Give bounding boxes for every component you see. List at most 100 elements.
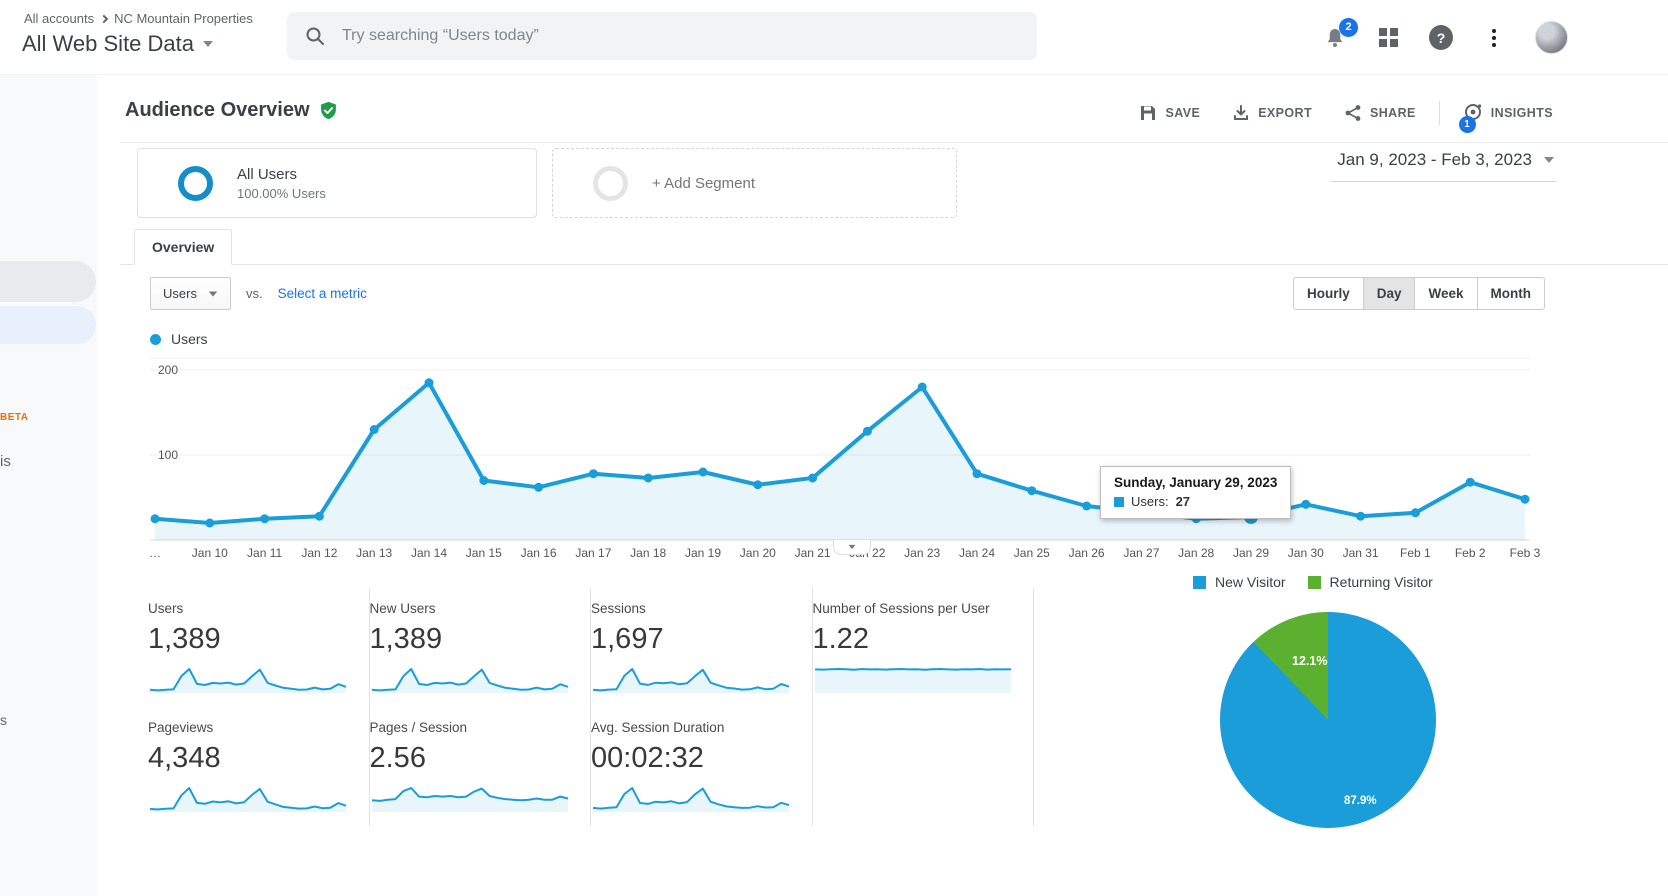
kebab-menu-icon: [1492, 28, 1496, 47]
svg-text:Jan 13: Jan 13: [356, 546, 392, 560]
date-range-text: Jan 9, 2023 - Feb 3, 2023: [1337, 150, 1532, 169]
metric-select[interactable]: Users: [150, 277, 231, 310]
chevron-down-icon: [1544, 157, 1554, 163]
search-icon: [306, 27, 324, 45]
svg-text:Jan 14: Jan 14: [411, 546, 447, 560]
view-name: All Web Site Data: [22, 31, 195, 56]
svg-text:Jan 30: Jan 30: [1288, 546, 1324, 560]
granularity-day-button[interactable]: Day: [1362, 278, 1415, 309]
sidebar-item-fragment[interactable]: is: [0, 453, 11, 470]
legend-returning-visitor[interactable]: Returning Visitor: [1307, 574, 1433, 590]
breadcrumb-account[interactable]: All accounts: [24, 11, 95, 26]
help-button[interactable]: ?: [1429, 25, 1453, 50]
pie-legend: New Visitor Returning Visitor: [1193, 574, 1433, 590]
metric-card-empty: [813, 707, 1034, 826]
sparkline: [592, 668, 790, 693]
chevron-down-icon: [203, 41, 214, 47]
sidebar-item-fragment[interactable]: s: [0, 712, 7, 728]
view-selector[interactable]: All Web Site Data: [22, 31, 214, 57]
metric-card-new-users[interactable]: New Users 1,389: [370, 588, 591, 707]
vs-label: vs.: [245, 286, 263, 301]
tooltip-value: 27: [1175, 494, 1191, 509]
svg-text:Feb 2: Feb 2: [1455, 546, 1486, 560]
sparkline: [371, 787, 568, 812]
pie-slice-label-returning: 12.1%: [1292, 654, 1328, 668]
search-input[interactable]: [340, 26, 1019, 46]
report-actions: SAVE EXPORT SHARE 1: [1130, 101, 1562, 133]
svg-text:Jan 25: Jan 25: [1014, 546, 1050, 560]
metric-card-pageviews[interactable]: Pageviews 4,348: [148, 707, 370, 826]
series-dot-icon: [150, 333, 161, 345]
chevron-down-icon: [848, 544, 856, 550]
tab-overview[interactable]: Overview: [134, 229, 233, 265]
metric-card-users[interactable]: Users 1,389: [148, 588, 370, 707]
series-label: Users: [171, 331, 208, 347]
select-metric-link[interactable]: Select a metric: [277, 286, 367, 301]
svg-text:Jan 21: Jan 21: [795, 546, 831, 560]
segment-title: All Users: [237, 165, 298, 183]
share-button[interactable]: SHARE: [1335, 104, 1425, 122]
svg-text:Feb 3: Feb 3: [1510, 546, 1541, 560]
tooltip-series-label: Users:: [1131, 494, 1169, 509]
svg-text:Jan 31: Jan 31: [1343, 546, 1379, 560]
users-line-chart[interactable]: 100 200 … Jan 10 Jan 11 Jan 12 Jan 13 Jan 14 Jan…: [120, 350, 1548, 570]
apps-grid-icon: [1378, 28, 1398, 47]
sidebar-item-pill-active[interactable]: [0, 306, 96, 344]
add-segment-button[interactable]: + Add Segment: [552, 148, 957, 218]
granularity-hourly-button[interactable]: Hourly: [1306, 286, 1350, 301]
tab-bar: Overview: [120, 229, 1668, 265]
summary-metrics-grid: Users 1,389 New Users 1,389 Sessions 1,6…: [148, 588, 1034, 826]
metric-card-avg-session-duration[interactable]: Avg. Session Duration 00:02:32: [591, 707, 813, 826]
sidebar-beta-badge: BETA: [0, 412, 29, 423]
svg-text:Jan 11: Jan 11: [247, 546, 282, 560]
divider: [120, 142, 1668, 143]
x-axis-expander-button[interactable]: [833, 540, 871, 555]
insights-button[interactable]: 1 INSIGHTS: [1454, 102, 1562, 133]
legend-new-visitor[interactable]: New Visitor: [1193, 574, 1286, 590]
sparkline: [149, 787, 347, 812]
page-title-text: Audience Overview: [125, 99, 310, 121]
chart-legend: Users: [150, 331, 208, 347]
breadcrumb: All accounts NC Mountain Properties: [24, 11, 253, 26]
svg-text:100: 100: [158, 448, 178, 462]
svg-text:Jan 12: Jan 12: [301, 546, 337, 560]
segment-card-all-users[interactable]: All Users 100.00% Users: [137, 148, 537, 218]
date-range-picker[interactable]: Jan 9, 2023 - Feb 3, 2023: [1331, 146, 1556, 182]
search-bar[interactable]: [287, 12, 1037, 60]
chevron-down-icon: [208, 290, 218, 297]
granularity-week-button[interactable]: Week: [1414, 278, 1476, 309]
sparkline: [371, 668, 568, 693]
granularity-month-button[interactable]: Month: [1476, 278, 1544, 309]
breadcrumb-property[interactable]: NC Mountain Properties: [114, 11, 253, 26]
svg-text:Jan 28: Jan 28: [1178, 546, 1214, 560]
visitor-type-pie-chart[interactable]: 12.1% 87.9%: [1220, 612, 1436, 828]
overflow-menu-button[interactable]: [1482, 26, 1506, 50]
svg-text:Jan 19: Jan 19: [685, 546, 721, 560]
left-nav-sidebar: BETA is s: [0, 75, 97, 896]
metric-card-sessions-per-user[interactable]: Number of Sessions per User 1.22: [813, 588, 1034, 707]
segment-ring-icon: [593, 165, 628, 201]
export-button[interactable]: EXPORT: [1223, 104, 1321, 122]
avatar[interactable]: [1535, 21, 1568, 54]
legend-square-icon: [1307, 575, 1321, 589]
metric-card-sessions[interactable]: Sessions 1,697: [591, 588, 813, 707]
download-icon: [1234, 105, 1249, 120]
metric-card-pages-per-session[interactable]: Pages / Session 2.56: [370, 707, 591, 826]
svg-text:Jan 29: Jan 29: [1233, 546, 1269, 560]
sidebar-item-pill[interactable]: [0, 261, 96, 302]
tooltip-date: Sunday, January 29, 2023: [1114, 475, 1278, 490]
verified-shield-icon: [320, 101, 336, 120]
apps-grid-button[interactable]: [1376, 26, 1400, 50]
share-icon: [1345, 105, 1361, 121]
sparkline: [592, 787, 790, 812]
bell-icon: [1327, 28, 1343, 47]
chevron-right-icon: [99, 14, 109, 24]
sparkline: [149, 668, 347, 693]
svg-text:Feb 1: Feb 1: [1400, 546, 1431, 560]
metric-picker: Users vs. Select a metric: [150, 277, 367, 310]
save-button[interactable]: SAVE: [1130, 104, 1209, 122]
insights-badge: 1: [1458, 115, 1476, 133]
add-segment-label: + Add Segment: [652, 174, 755, 192]
notifications-button[interactable]: 2: [1323, 17, 1358, 50]
svg-text:Jan 27: Jan 27: [1123, 546, 1159, 560]
